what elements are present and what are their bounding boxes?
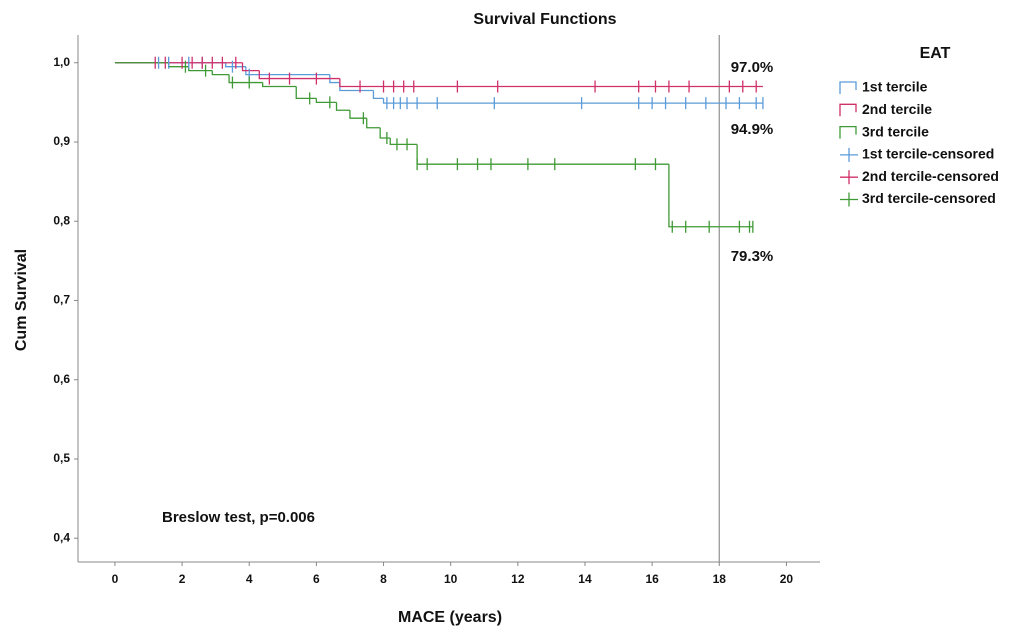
survival-step	[366, 118, 381, 129]
survival-step	[211, 70, 230, 76]
survival-step	[241, 62, 260, 72]
y-tick-label: 0,7	[53, 293, 70, 307]
x-tick-label: 8	[380, 572, 387, 586]
survival-step	[335, 102, 350, 111]
x-tick-label: 0	[112, 572, 119, 586]
survival-step	[225, 62, 246, 68]
survival-step	[379, 127, 391, 139]
chart-title: Survival Functions	[473, 11, 616, 28]
x-tick-label: 10	[444, 572, 458, 586]
x-tick-label: 12	[511, 572, 525, 586]
legend-label: 2nd tercile	[862, 101, 932, 117]
x-tick-label: 16	[645, 572, 659, 586]
survival-step	[245, 66, 330, 76]
x-tick-label: 4	[246, 572, 253, 586]
survival-step	[315, 98, 337, 104]
x-tick-label: 6	[313, 572, 320, 586]
legend-label: 1st tercile	[862, 79, 928, 95]
survival-step	[389, 138, 418, 146]
legend-icon	[839, 103, 857, 117]
survival-step	[339, 78, 763, 88]
survival-step	[329, 74, 340, 84]
legend-icon	[839, 81, 857, 94]
legend-label: 3rd tercile	[862, 123, 929, 139]
y-tick-label: 0,4	[53, 530, 70, 544]
y-tick-label: 0,8	[53, 213, 70, 227]
annotation: 79.3%	[731, 248, 774, 265]
legend-icon	[839, 125, 857, 139]
survival-step	[416, 144, 669, 165]
x-tick-label: 20	[780, 572, 794, 586]
legend-label: 2nd tercile-censored	[862, 168, 999, 184]
annotation: Breslow test, p=0.006	[162, 509, 315, 526]
survival-step	[228, 74, 263, 84]
legend-label: 1st tercile-censored	[862, 146, 994, 162]
legend-label: 3rd tercile-censored	[862, 190, 996, 206]
x-axis-label: MACE (years)	[398, 609, 502, 626]
x-tick-label: 14	[578, 572, 592, 586]
y-tick-label: 0,5	[53, 451, 70, 465]
survival-step	[262, 82, 297, 88]
survival-step	[668, 164, 753, 228]
y-tick-label: 0,9	[53, 134, 70, 148]
annotation: 94.9%	[731, 121, 774, 138]
annotation: 97.0%	[731, 59, 774, 76]
survival-step	[382, 98, 763, 104]
survival-step	[258, 70, 340, 80]
survival-step	[349, 110, 367, 119]
y-axis-label: Cum Survival	[13, 249, 30, 351]
y-tick-label: 0,6	[53, 372, 70, 386]
survival-step	[295, 86, 317, 100]
legend-title: EAT	[920, 45, 951, 62]
y-tick-label: 1,0	[53, 55, 70, 69]
x-tick-label: 18	[713, 572, 727, 586]
x-tick-label: 2	[179, 572, 186, 586]
survival-step	[372, 90, 384, 100]
